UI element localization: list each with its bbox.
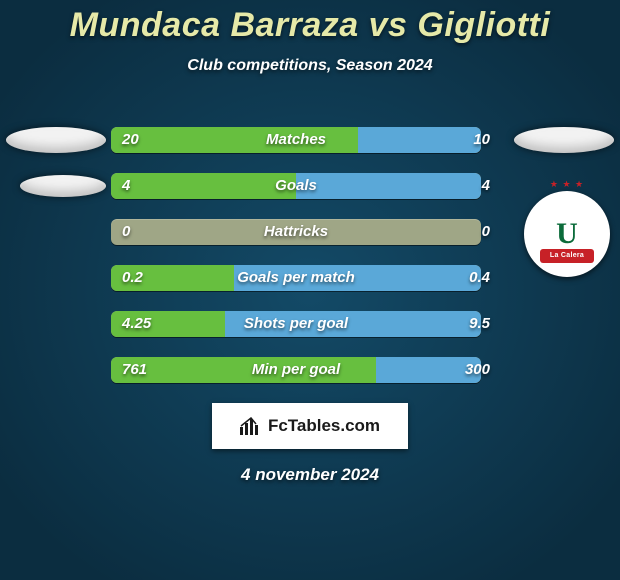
- left-club-slot: [0, 117, 110, 163]
- left-club-slot: [0, 163, 110, 209]
- stat-row: 20 Matches 10: [0, 117, 620, 163]
- stat-row: 4.25 Shots per goal 9.5: [0, 301, 620, 347]
- stat-row: 0.2 Goals per match 0.4: [0, 255, 620, 301]
- stat-row: 0 Hattricks 0 ★ ★ ★ U La Calera: [0, 209, 620, 255]
- stat-right-value: 4: [482, 173, 490, 199]
- stat-name: Matches: [111, 127, 481, 153]
- branding-text: FcTables.com: [268, 416, 380, 436]
- right-club-slot: ★ ★ ★ U La Calera: [510, 209, 620, 255]
- comparison-card: Mundaca Barraza vs Gigliotti Club compet…: [0, 0, 620, 580]
- page-title: Mundaca Barraza vs Gigliotti: [0, 6, 620, 45]
- branding-badge: FcTables.com: [212, 403, 408, 449]
- stat-right-value: 0.4: [469, 265, 490, 291]
- stats-rows: 20 Matches 10 4 Goals 4: [0, 117, 620, 393]
- stat-name: Goals per match: [111, 265, 481, 291]
- stat-right-value: 0: [482, 219, 490, 245]
- season-subtitle: Club competitions, Season 2024: [0, 57, 620, 75]
- stat-name: Shots per goal: [111, 311, 481, 337]
- crest-letter: U: [556, 217, 578, 251]
- right-club-slot: [510, 117, 620, 163]
- stat-row: 761 Min per goal 300: [0, 347, 620, 393]
- right-club-ellipse: [514, 127, 614, 153]
- stat-name: Goals: [111, 173, 481, 199]
- stat-name: Min per goal: [111, 357, 481, 383]
- left-club-ellipse-2: [20, 175, 106, 197]
- barchart-icon: [240, 417, 262, 435]
- stat-right-value: 300: [465, 357, 490, 383]
- stat-right-value: 10: [473, 127, 490, 153]
- stat-name: Hattricks: [111, 219, 481, 245]
- crest-stars-icon: ★ ★ ★: [524, 179, 610, 190]
- as-of-date: 4 november 2024: [0, 465, 620, 485]
- left-club-ellipse-1: [6, 127, 106, 153]
- stat-right-value: 9.5: [469, 311, 490, 337]
